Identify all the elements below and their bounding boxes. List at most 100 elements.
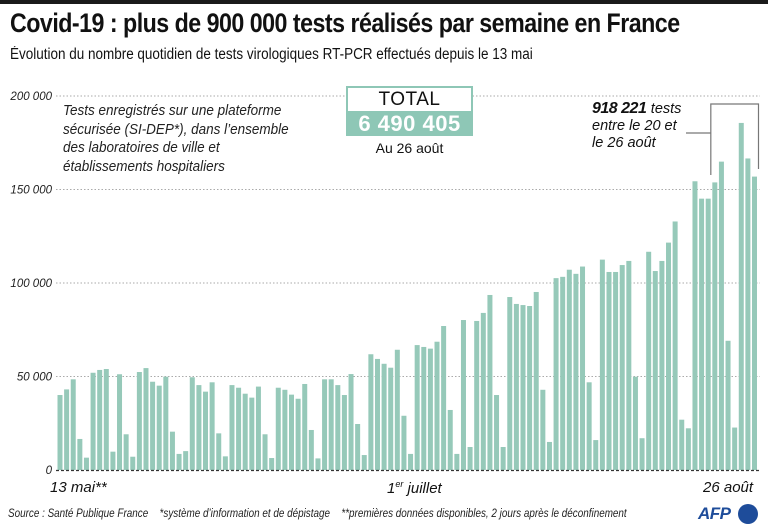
bar [117,374,123,470]
bar [553,278,559,470]
bar [183,451,189,470]
bar [679,419,685,470]
bar [447,409,453,470]
bar [189,377,195,470]
bar [275,387,281,470]
bar [110,451,116,470]
week-annotation: 918 221 tests entre le 20 et le 26 août [592,100,681,152]
bar [606,271,612,470]
week-bracket [686,103,760,175]
bar [460,320,466,470]
footer: Source : Santé Publique France *système … [8,508,635,520]
bar [136,372,142,470]
bar [586,382,592,470]
bar [70,379,76,470]
bar [103,369,109,470]
bar [156,385,162,470]
bar [718,161,724,470]
bar [143,368,149,470]
bar [500,446,506,470]
bar [242,393,248,470]
bar [566,269,572,470]
bar [652,271,658,470]
footnote-1: *système d’information et de dépistage [159,508,330,520]
bar [255,386,261,470]
note-line: établissements hospitaliers [63,158,225,175]
bars [57,122,757,471]
x-label-start: 13 mai** [50,479,107,496]
bar [209,382,215,470]
chart-title: Covid-19 : plus de 900 000 tests réalisé… [10,8,680,38]
bar [374,358,380,470]
x-label-mid-sup: er [395,479,404,489]
bar [738,122,744,470]
bar [348,374,354,470]
y-tick-label: 200 000 [9,91,52,103]
bar [216,433,222,470]
x-label-mid-day: 1 [387,480,396,497]
source-text: Source : Santé Publique France [8,508,149,520]
bar [599,259,605,470]
week-total-number: 918 221 [592,100,647,117]
x-label-mid: 1er juillet [387,479,442,497]
bar [196,385,202,470]
bar [666,242,672,470]
bar [335,385,341,470]
bar [222,456,228,470]
bar [494,395,500,470]
top-rule [0,0,768,4]
bar [394,349,400,470]
note-line: des laboratoires de ville et [63,140,220,156]
bar [474,320,480,470]
y-tick-label: 50 000 [17,372,53,384]
footnote-2: **premières données disponibles, 2 jours… [341,508,627,520]
bar [355,423,361,470]
bar [540,389,546,470]
bar [513,303,519,470]
week-total-unit: tests [650,101,682,117]
bar [302,383,308,470]
bar [580,266,586,470]
bar [308,429,314,470]
bar [169,431,175,470]
bar [83,457,89,470]
afp-logo-dot-icon [738,504,758,524]
bar [282,389,288,470]
bar [249,397,255,470]
bar [97,369,103,470]
bar [328,379,334,470]
bar [672,221,678,470]
week-range-line: entre le 20 et [592,118,677,134]
bar [520,305,526,470]
bar [441,326,447,470]
note-line: sécurisée (SI-DEP*), dans l’ensemble [63,121,289,138]
bar [725,340,731,470]
bar [613,271,619,470]
bar [546,441,552,470]
afp-logo: AFP [698,503,762,525]
bar [573,273,579,470]
bar [130,456,136,470]
total-value: 6 490 405 [348,111,471,136]
bar [262,434,268,470]
bar [632,376,638,470]
bar [64,389,70,470]
bar [639,438,645,470]
bar [480,312,486,470]
x-label-mid-month: juillet [403,480,442,497]
bar [712,182,718,471]
bar [732,427,738,470]
total-date: Au 26 août [375,140,444,156]
bar [626,260,632,470]
bar [705,198,711,470]
bar [646,251,652,470]
bar [57,395,63,470]
y-tick-label: 100 000 [10,278,52,290]
total-label: TOTAL [378,89,441,110]
bar [388,367,394,470]
methodology-note: Tests enregistrés sur une plateforme séc… [63,102,289,176]
bar [163,376,169,470]
afp-logo-text: AFP [698,504,731,523]
bracket-line [710,103,760,175]
bar [77,438,83,470]
